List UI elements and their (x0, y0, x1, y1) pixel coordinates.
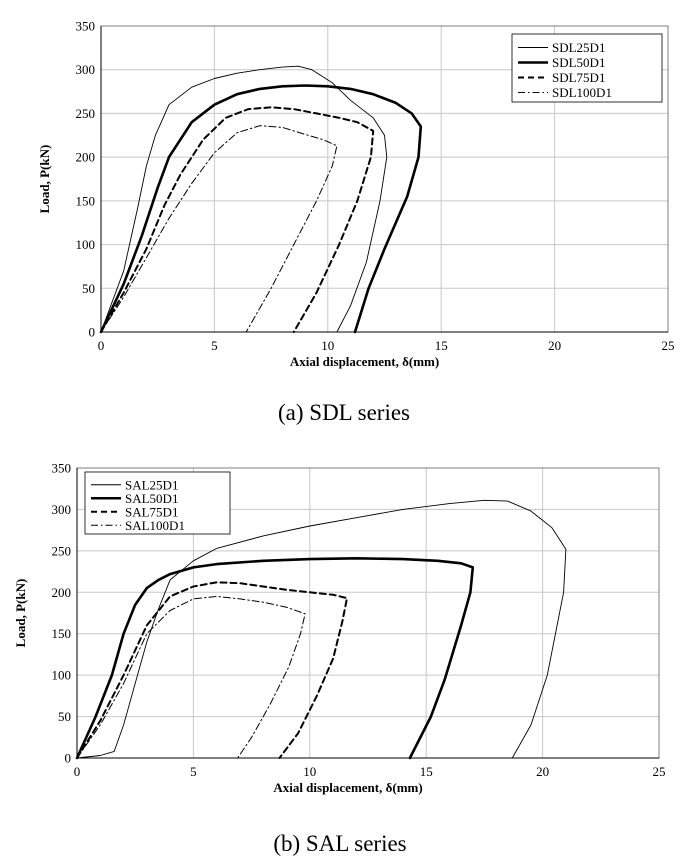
x-axis-label: Axial displacement, δ(mm) (290, 354, 439, 369)
legend-box (511, 33, 663, 103)
x-tick-label: 5 (211, 338, 218, 353)
y-axis-label: Load, P(kN) (13, 579, 28, 648)
series-line-sal100d1 (76, 595, 306, 759)
y-tick-label: 50 (58, 709, 71, 724)
y-tick-label: 200 (76, 150, 96, 165)
y-tick-label: 350 (52, 461, 72, 476)
y-tick-label: 150 (76, 193, 96, 208)
legend-label: SAL50D1 (125, 491, 178, 506)
y-tick-label: 0 (89, 325, 96, 340)
legend-label: SDL100D1 (552, 85, 612, 100)
x-tick-label: 20 (548, 338, 561, 353)
y-tick-label: 300 (76, 62, 96, 77)
x-tick-label: 5 (190, 764, 197, 779)
panel-caption: (a) SDL series (278, 400, 410, 425)
series-line-sal50d1 (75, 557, 475, 760)
x-tick-label: 25 (653, 764, 666, 779)
series-layer (75, 499, 567, 760)
x-tick-label: 25 (662, 338, 675, 353)
y-tick-label: 50 (82, 281, 95, 296)
y-tick-labels: 0 50 100 150 200 250 300 350 (76, 19, 96, 340)
legend-label: SDL50D1 (552, 55, 605, 70)
x-tick-label: 10 (303, 764, 316, 779)
series-layer (99, 65, 423, 334)
x-axis-label: Axial displacement, δ(mm) (273, 780, 422, 795)
x-tick-label: 15 (420, 764, 433, 779)
y-tick-label: 250 (52, 543, 72, 558)
chart-panel-sal: 0 50 100 150 200 250 300 350 0 5 10 15 20 25 Axial d… (13, 461, 666, 857)
y-tick-label: 0 (65, 751, 72, 766)
y-tick-label: 200 (52, 585, 72, 600)
y-tick-label: 150 (52, 626, 72, 641)
series-line-sdl50d1 (99, 84, 423, 334)
legend-box (84, 471, 231, 535)
y-tick-labels: 0 50 100 150 200 250 300 350 (52, 461, 72, 766)
legend-label: SAL75D1 (125, 504, 178, 519)
y-tick-label: 350 (76, 19, 96, 34)
x-tick-label: 20 (536, 764, 549, 779)
y-axis-label: Load, P(kN) (37, 145, 52, 214)
x-tick-label: 0 (98, 338, 105, 353)
series-line-sal25d1 (76, 499, 567, 759)
legend-label: SAL100D1 (125, 518, 185, 533)
legend-label: SAL25D1 (125, 477, 178, 492)
x-tick-labels: 0 5 10 15 20 25 (98, 338, 675, 353)
y-tick-label: 100 (76, 237, 96, 252)
y-tick-label: 250 (76, 106, 96, 121)
series-line-sdl75d1 (100, 106, 375, 333)
series-line-sal75d1 (76, 581, 348, 759)
y-tick-label: 300 (52, 502, 72, 517)
x-tick-label: 15 (435, 338, 448, 353)
x-tick-labels: 0 5 10 15 20 25 (74, 764, 666, 779)
series-line-sdl25d1 (100, 65, 388, 333)
chart-panel-sdl: 0 50 100 150 200 250 300 350 0 5 10 15 20 25 Axial d… (37, 19, 675, 426)
panel-caption: (b) SAL series (273, 831, 406, 856)
x-tick-label: 10 (321, 338, 334, 353)
y-tick-label: 100 (52, 668, 72, 683)
legend-label: SDL75D1 (552, 70, 605, 85)
series-line-sdl100d1 (100, 125, 338, 333)
x-tick-label: 0 (74, 764, 81, 779)
legend-label: SDL25D1 (552, 40, 605, 55)
